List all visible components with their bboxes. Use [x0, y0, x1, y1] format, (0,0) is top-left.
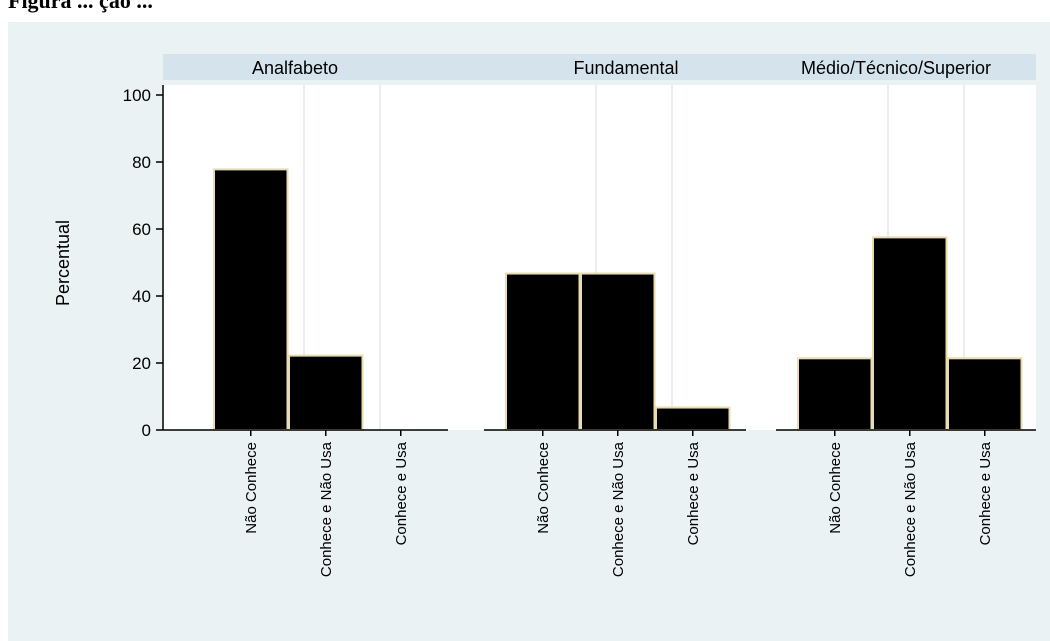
bar	[213, 168, 289, 431]
x-tick-label: Não Conhece	[535, 442, 552, 534]
axes	[156, 85, 1036, 436]
y-tick-label: 100	[123, 86, 151, 105]
y-tick-label: 20	[132, 354, 151, 373]
x-tick-label: Conhece e Não Usa	[610, 441, 627, 577]
x-tick-label: Conhece e Não Usa	[902, 441, 919, 577]
y-tick-label: 0	[142, 421, 151, 440]
y-tick-label: 60	[132, 220, 151, 239]
panel-headers: Analfabeto Fundamental Médio/Técnico/Super…	[163, 54, 1036, 80]
y-tick-label: 40	[132, 287, 151, 306]
x-tick-label: Conhece e Usa	[977, 441, 994, 545]
bar	[655, 406, 731, 431]
bar	[580, 272, 656, 431]
x-tick-label: Conhece e Não Usa	[318, 441, 335, 577]
labels: 0 20 40 60 80 100 Percentual Não Conhece Conhece…	[53, 86, 994, 577]
x-tick-label: Conhece e Usa	[393, 441, 410, 545]
chart-figure: Analfabeto Fundamental Médio/Técnico/Super…	[8, 22, 1050, 641]
bar	[872, 236, 948, 431]
y-tick-label: 80	[132, 153, 151, 172]
panel-label: Analfabeto	[252, 58, 338, 78]
chart-svg: Analfabeto Fundamental Médio/Técnico/Super…	[53, 54, 1036, 577]
bar	[288, 354, 364, 432]
x-tick-label: Não Conhece	[243, 442, 260, 534]
y-axis-title: Percentual	[53, 220, 73, 306]
bar	[947, 357, 1023, 431]
bars	[213, 168, 1023, 432]
x-tick-label: Conhece e Usa	[685, 441, 702, 545]
panel-label: Médio/Técnico/Superior	[801, 58, 991, 78]
panel-label: Fundamental	[573, 58, 678, 78]
bar	[505, 272, 581, 431]
figure-caption: Figura ... ção ...	[8, 0, 153, 13]
bar	[797, 357, 873, 431]
x-tick-label: Não Conhece	[827, 442, 844, 534]
panel-header-strip	[163, 54, 1036, 80]
